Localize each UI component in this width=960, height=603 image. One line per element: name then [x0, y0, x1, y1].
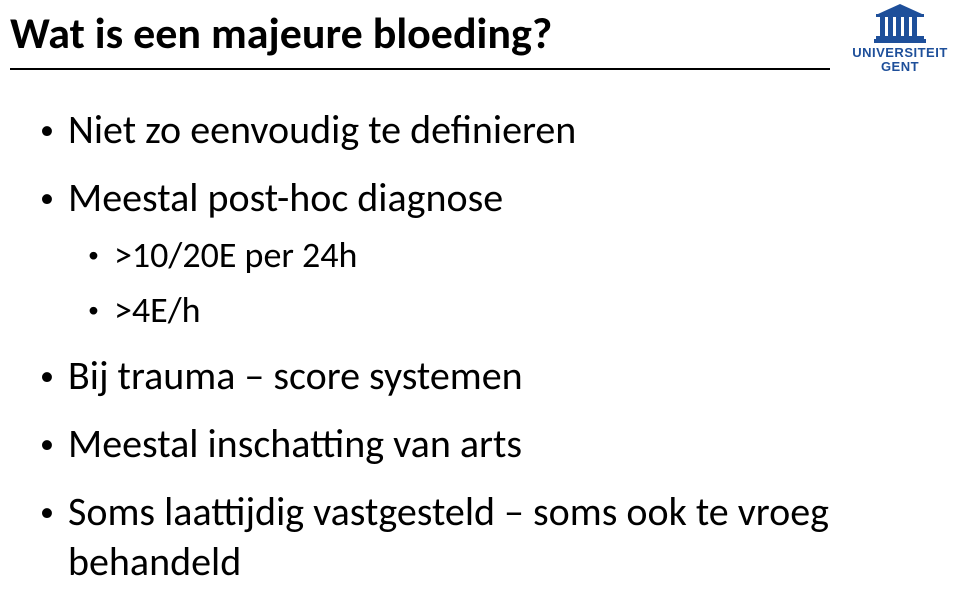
sub-bullet-list: >10/20E per 24h >4E/h: [68, 233, 930, 333]
bullet-list: Niet zo eenvoudig te definieren Meestal …: [30, 105, 930, 587]
temple-icon: [872, 4, 928, 44]
logo-text-line1: UNIVERSITEIT: [850, 46, 950, 60]
content-area: Niet zo eenvoudig te definieren Meestal …: [30, 105, 930, 603]
title-underline: [10, 68, 830, 70]
bullet-text: Meestal post-hoc diagnose: [68, 173, 503, 222]
bullet-text: Niet zo eenvoudig te definieren: [68, 105, 576, 154]
logo-text-line2: GENT: [850, 60, 950, 74]
bullet-text: >4E/h: [114, 288, 201, 332]
list-item: Meestal inschatting van arts: [30, 419, 930, 469]
list-item: Bij trauma – score systemen: [30, 351, 930, 401]
bullet-text: Soms laattijdig vastgesteld – soms ook t…: [68, 487, 829, 586]
slide-title: Wat is een majeure bloeding?: [10, 6, 552, 60]
bullet-text: Bij trauma – score systemen: [68, 351, 523, 400]
bullet-text: Meestal inschatting van arts: [68, 419, 522, 468]
list-item: >10/20E per 24h: [68, 233, 930, 278]
list-item: Niet zo eenvoudig te definieren: [30, 105, 930, 155]
list-item: Meestal post-hoc diagnose >10/20E per 24…: [30, 173, 930, 333]
university-logo: UNIVERSITEIT GENT: [850, 4, 950, 73]
list-item: Soms laattijdig vastgesteld – soms ook t…: [30, 487, 930, 587]
slide: Wat is een majeure bloeding? UNIVERSITEI…: [0, 0, 960, 603]
bullet-text: >10/20E per 24h: [114, 233, 357, 277]
list-item: >4E/h: [68, 288, 930, 333]
